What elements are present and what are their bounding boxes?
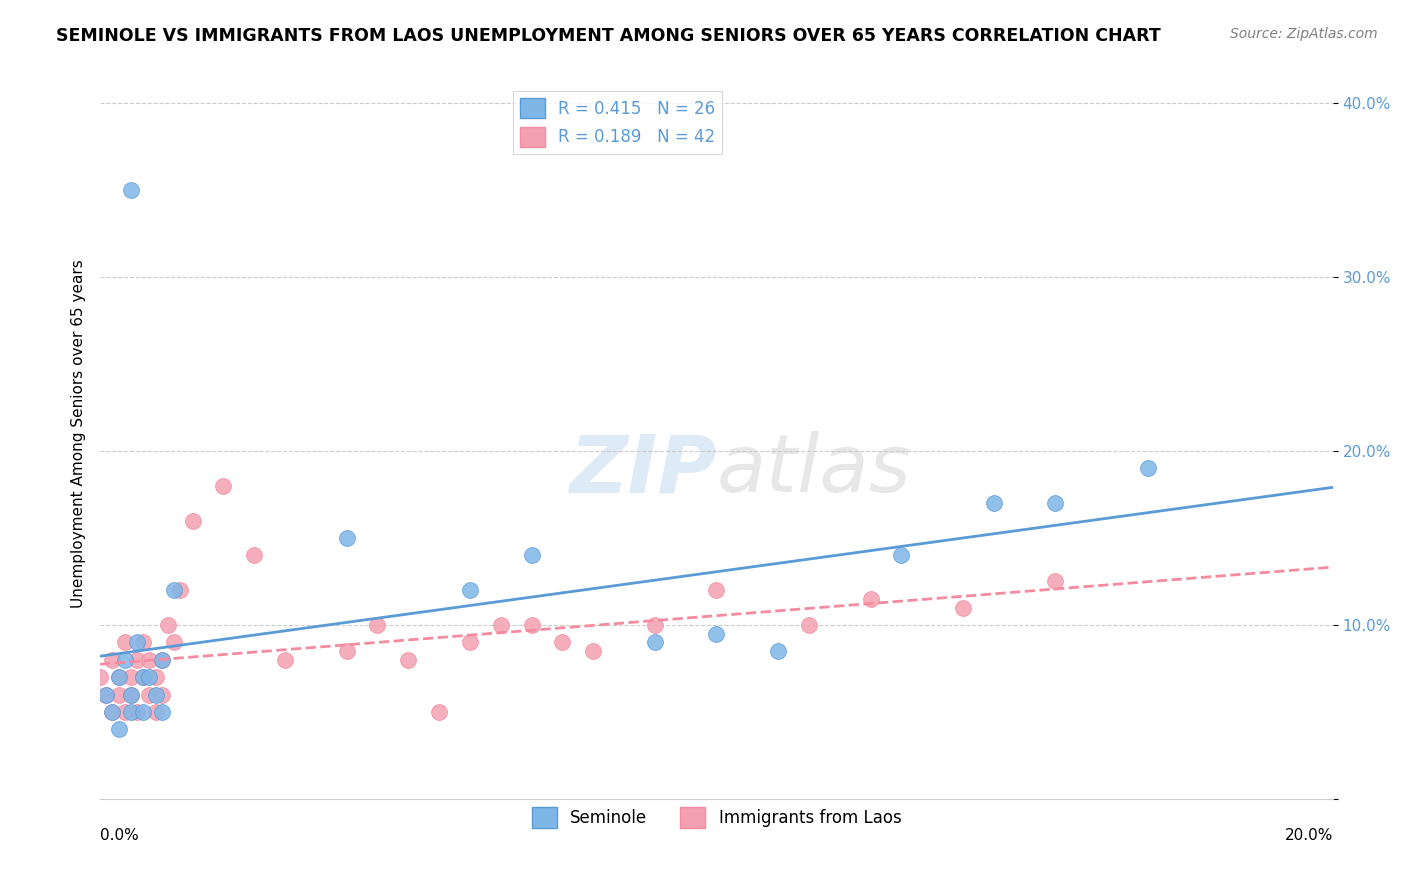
Point [952, 600, 974, 615]
Point [138, 688, 160, 702]
Point [427, 705, 450, 719]
Point [96, 688, 118, 702]
Point [706, 626, 728, 640]
Point [458, 583, 481, 598]
Point [132, 635, 155, 649]
Point [859, 591, 882, 606]
Point [145, 670, 167, 684]
Point [107, 670, 129, 684]
Point [163, 583, 186, 598]
Point [107, 670, 129, 684]
Point [582, 644, 605, 658]
Point [150, 688, 173, 702]
Point [132, 670, 155, 684]
Point [797, 618, 820, 632]
Point [150, 653, 173, 667]
Point [101, 653, 124, 667]
Point [1045, 574, 1067, 589]
Text: atlas: atlas [717, 431, 911, 509]
Point [366, 618, 388, 632]
Point [120, 688, 142, 702]
Point [138, 670, 160, 684]
Point [127, 653, 149, 667]
Point [145, 688, 167, 702]
Point [644, 618, 666, 632]
Point [114, 635, 136, 649]
Point [551, 635, 574, 649]
Point [169, 583, 191, 598]
Point [336, 531, 359, 545]
Point [336, 644, 359, 658]
Point [396, 653, 419, 667]
Text: ZIP: ZIP [569, 431, 717, 509]
Point [274, 653, 297, 667]
Point [107, 688, 129, 702]
Text: Source: ZipAtlas.com: Source: ZipAtlas.com [1230, 27, 1378, 41]
Text: 20.0%: 20.0% [1285, 828, 1333, 843]
Point [983, 496, 1005, 510]
Legend: Seminole, Immigrants from Laos: Seminole, Immigrants from Laos [524, 801, 908, 834]
Point [120, 688, 142, 702]
Point [101, 705, 124, 719]
Point [120, 705, 142, 719]
Point [101, 705, 124, 719]
Point [890, 549, 912, 563]
Text: 0.0%: 0.0% [100, 828, 139, 843]
Point [644, 635, 666, 649]
Point [114, 705, 136, 719]
Text: SEMINOLE VS IMMIGRANTS FROM LAOS UNEMPLOYMENT AMONG SENIORS OVER 65 YEARS CORREL: SEMINOLE VS IMMIGRANTS FROM LAOS UNEMPLO… [56, 27, 1161, 45]
Point [1136, 461, 1159, 475]
Point [489, 618, 512, 632]
Point [150, 705, 173, 719]
Point [150, 653, 173, 667]
Point [107, 723, 129, 737]
Point [706, 583, 728, 598]
Point [766, 644, 789, 658]
Point [132, 705, 155, 719]
Point [145, 705, 167, 719]
Point [132, 670, 155, 684]
Point [520, 618, 543, 632]
Point [127, 635, 149, 649]
Point [212, 479, 235, 493]
Point [243, 549, 266, 563]
Point [96, 688, 118, 702]
Point [163, 635, 186, 649]
Point [127, 705, 149, 719]
Point [138, 653, 160, 667]
Point [520, 549, 543, 563]
Point [114, 653, 136, 667]
Point [156, 618, 179, 632]
Y-axis label: Unemployment Among Seniors over 65 years: Unemployment Among Seniors over 65 years [72, 260, 86, 608]
Point [120, 670, 142, 684]
Point [181, 514, 204, 528]
Point [1045, 496, 1067, 510]
Point [120, 183, 142, 197]
Point [458, 635, 481, 649]
Point [89, 670, 111, 684]
